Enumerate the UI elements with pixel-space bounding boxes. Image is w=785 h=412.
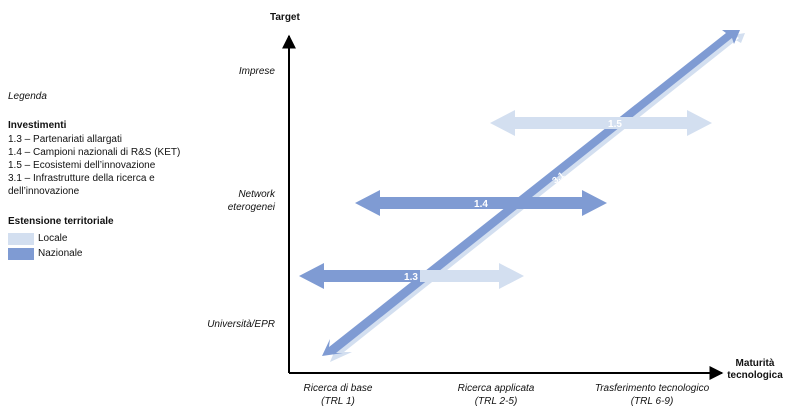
label-1-3: 1.3 xyxy=(404,272,418,283)
label-1-4: 1.4 xyxy=(474,199,488,210)
arrow-3-1-nazionale xyxy=(322,30,740,356)
arrow-1-3-nazionale xyxy=(299,263,420,289)
label-1-5: 1.5 xyxy=(608,119,622,130)
